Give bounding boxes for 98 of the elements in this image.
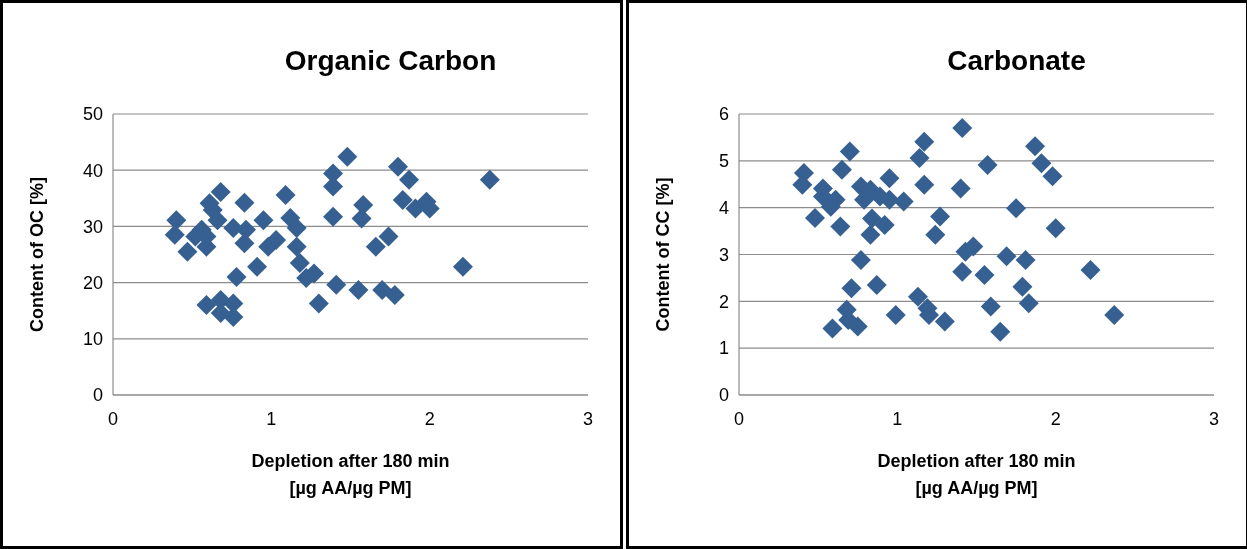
point: [874, 215, 895, 235]
point: [164, 224, 185, 245]
point: [348, 279, 369, 300]
y-tick-label: 0: [718, 385, 729, 406]
y-tick-label: 6: [718, 104, 729, 125]
point: [289, 252, 310, 273]
y-tick-label: 0: [92, 385, 103, 406]
point: [372, 279, 393, 300]
point: [326, 274, 347, 295]
point: [177, 241, 198, 262]
point: [839, 141, 860, 162]
point: [399, 169, 420, 190]
point: [869, 186, 890, 207]
x-tick-label: 0: [733, 409, 745, 429]
point: [378, 226, 399, 247]
x-tick-label: 2: [424, 409, 435, 429]
point: [275, 184, 296, 205]
point: [893, 191, 914, 212]
point: [841, 278, 862, 299]
point: [365, 236, 386, 257]
point: [866, 274, 887, 295]
x-tick-label: 1: [266, 409, 277, 429]
point: [1080, 259, 1101, 280]
point: [831, 159, 852, 180]
x-tick-label: 3: [1208, 409, 1220, 429]
point: [996, 246, 1017, 267]
point: [950, 178, 971, 199]
y-tick-label: 10: [82, 329, 103, 350]
point: [166, 210, 187, 231]
point: [1025, 136, 1046, 157]
point: [860, 224, 881, 245]
point: [830, 216, 851, 237]
point: [266, 229, 287, 250]
y-tick-label: 20: [82, 272, 103, 293]
point: [210, 182, 231, 203]
point: [388, 156, 408, 177]
point: [885, 304, 906, 325]
point: [974, 265, 995, 286]
point: [308, 293, 329, 314]
y-axis-title: Content of CC [%]: [653, 177, 673, 332]
point: [1104, 304, 1125, 325]
y-tick-label: 30: [82, 216, 103, 237]
x-axis-title: Depletion after 180 min [µg AA/µg PM]: [251, 451, 450, 498]
point: [930, 206, 951, 227]
point: [1006, 198, 1027, 219]
point: [925, 224, 946, 245]
point: [384, 284, 405, 305]
point: [452, 256, 473, 277]
x-tick-label: 3: [582, 409, 594, 429]
point: [234, 192, 255, 213]
point: [952, 261, 973, 282]
point: [977, 155, 998, 176]
point: [1045, 218, 1066, 239]
point: [1015, 250, 1036, 271]
point: [862, 208, 882, 229]
point: [351, 208, 372, 229]
point: [1031, 153, 1052, 174]
chart-title: Organic Carbon: [284, 45, 497, 76]
y-tick-label: 50: [82, 104, 103, 125]
point: [392, 189, 413, 210]
point: [934, 311, 955, 332]
y-tick-label: 4: [718, 197, 729, 218]
point: [286, 236, 307, 257]
point: [990, 321, 1011, 342]
point: [909, 148, 930, 169]
point: [1018, 293, 1039, 314]
x-tick-label: 1: [892, 409, 903, 429]
y-tick-label: 40: [82, 160, 103, 181]
chart-title: Carbonate: [947, 45, 1086, 76]
y-tick-label: 1: [718, 338, 729, 359]
point: [952, 118, 973, 139]
point: [822, 318, 843, 339]
y-tick-label: 2: [718, 291, 729, 312]
point: [1042, 166, 1063, 187]
point: [980, 296, 1001, 317]
point: [805, 207, 825, 228]
point: [234, 233, 255, 254]
point: [337, 146, 358, 167]
point: [907, 286, 928, 307]
point: [850, 250, 871, 271]
x-tick-label: 2: [1050, 409, 1061, 429]
x-tick-label: 0: [107, 409, 119, 429]
point: [914, 174, 935, 195]
y-tick-label: 5: [718, 151, 729, 172]
y-axis-title: Content of OC [%]: [27, 177, 47, 332]
point: [236, 219, 256, 240]
point: [323, 206, 344, 227]
point: [253, 210, 274, 231]
point: [1012, 276, 1033, 297]
point: [247, 256, 268, 277]
point: [286, 218, 307, 239]
point: [879, 168, 900, 189]
point: [914, 131, 935, 152]
y-tick-label: 3: [718, 244, 729, 265]
point: [196, 295, 217, 316]
point: [479, 169, 500, 190]
x-axis-title: Depletion after 180 min [µg AA/µg PM]: [877, 451, 1076, 498]
point: [226, 266, 247, 287]
